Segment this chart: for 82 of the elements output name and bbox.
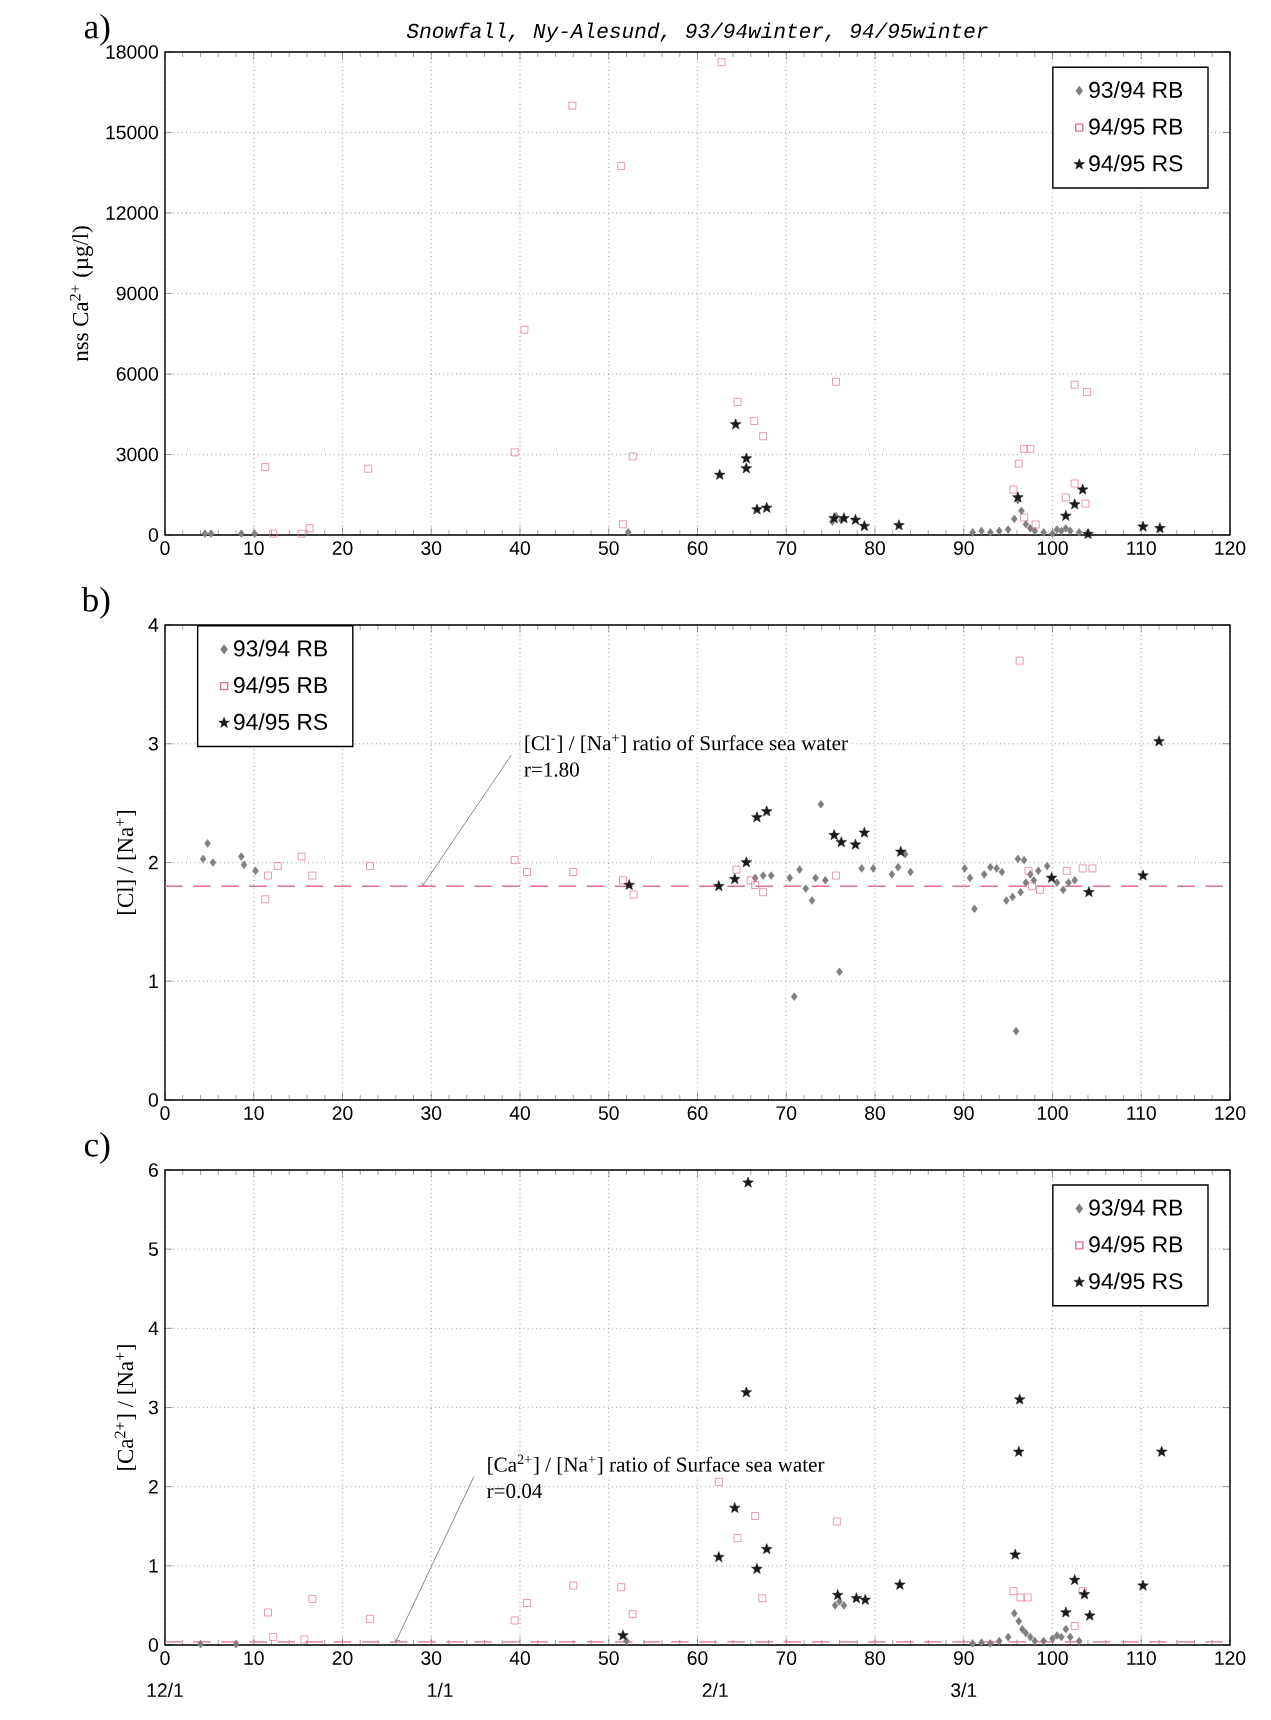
x-tick-label: 100 <box>1037 541 1068 555</box>
x-tick-label: 10 <box>244 1106 264 1120</box>
annotation: [Ca$^{2+}$] / [Na$^{+}$] ratio of Surface sea water <box>488 1454 825 1475</box>
y-tick-label: 15000 <box>106 125 159 140</box>
y-tick-label: 1 <box>149 1559 158 1573</box>
x-tick-label: 120 <box>1215 541 1246 555</box>
y-tick-label: 6 <box>149 1163 158 1177</box>
y-tick-label: 2 <box>149 855 158 870</box>
legend-label: 94/95 RS <box>1089 1272 1183 1290</box>
x-tick-label: 50 <box>598 1651 619 1665</box>
x-tick-label: 20 <box>332 541 353 555</box>
text: c) <box>84 1131 110 1164</box>
legend-label: 94/95 RS <box>1089 154 1183 172</box>
ref-line-label: r=1.80 <box>524 762 579 777</box>
x-tick-label: 70 <box>776 1651 797 1665</box>
text: 12/1 <box>147 1682 183 1698</box>
legend-label: 93/94 RB <box>234 639 327 657</box>
x-tick-label: 120 <box>1215 1106 1246 1120</box>
x-tick-label: 110 <box>1127 1106 1156 1120</box>
text: 2/1 <box>702 1682 728 1698</box>
x-tick-label: 50 <box>598 1106 619 1120</box>
text: 1/1 <box>428 1682 453 1698</box>
x-tick-label: 120 <box>1215 1651 1246 1665</box>
x-tick-label: 90 <box>953 1651 974 1665</box>
x-tick-label: 100 <box>1037 1106 1068 1120</box>
y-tick-label: 4 <box>148 1321 159 1335</box>
y-tick-label: 2 <box>149 1479 158 1494</box>
x-tick-label: 40 <box>509 1651 530 1665</box>
x-tick-label: 70 <box>776 1106 797 1120</box>
x-tick-label: 60 <box>687 1106 708 1120</box>
y-tick-label: 12000 <box>106 206 159 220</box>
x-tick-label: 50 <box>598 541 619 555</box>
y-tick-label: 6000 <box>116 367 159 381</box>
chart-title: Snowfall, Ny-Alesund, 93/94winter, 94/95winter <box>406 22 988 43</box>
y-tick-label: 5 <box>148 1242 158 1256</box>
y-tick-label: 0 <box>148 528 159 542</box>
x-tick-label: 110 <box>1127 541 1156 555</box>
x-tick-label: 40 <box>509 1106 530 1120</box>
x-tick-label: 30 <box>421 1651 442 1665</box>
x-tick-label: 30 <box>421 1106 442 1120</box>
y-tick-label: 3000 <box>116 447 159 462</box>
x-tick-label: 110 <box>1127 1651 1156 1665</box>
x-tick-label: 0 <box>160 1106 170 1120</box>
x-tick-label: 30 <box>421 541 442 555</box>
x-tick-label: 0 <box>160 541 170 555</box>
text: a) <box>84 13 110 46</box>
x-tick-label: 20 <box>332 1651 353 1665</box>
x-tick-label: 100 <box>1037 1651 1068 1665</box>
legend-label: 94/95 RS <box>234 713 328 731</box>
y-tick-label: 3 <box>148 1400 158 1415</box>
x-tick-label: 80 <box>865 541 885 555</box>
legend-label: 94/95 RB <box>1089 117 1183 135</box>
legend-label: 93/94 RB <box>1089 81 1183 99</box>
text: b) <box>81 586 110 619</box>
x-tick-label: 90 <box>953 1106 974 1120</box>
x-tick-label: 60 <box>687 1651 708 1665</box>
y-axis-title: [Cl] / [Na$^{+}$] <box>116 811 136 914</box>
legend-label: 93/94 RB <box>1089 1199 1183 1216</box>
legend-label: 94/95 RB <box>1089 1235 1183 1253</box>
y-tick-label: 18000 <box>106 45 159 59</box>
legend-label: 94/95 RB <box>234 676 327 694</box>
x-tick-label: 90 <box>953 541 974 555</box>
x-tick-label: 60 <box>687 541 708 555</box>
y-tick-label: 0 <box>148 1093 159 1107</box>
annotation: [Cl$^{-}$] / [Na$^{+}$] ratio of Surface sea water <box>525 734 848 753</box>
ref-line-label: r=0.04 <box>487 1483 543 1499</box>
y-tick-label: 4 <box>148 618 159 632</box>
x-tick-label: 40 <box>509 541 530 555</box>
x-tick-label: 10 <box>244 541 264 555</box>
y-tick-label: 0 <box>148 1638 159 1652</box>
y-axis-title: nss Ca$^{2+}$ (µg/l) <box>69 226 93 362</box>
y-tick-label: 9000 <box>116 286 159 301</box>
y-axis-title: [Ca$^{2+}$] / [Na$^{+}$] <box>114 1345 136 1470</box>
x-tick-label: 0 <box>160 1651 170 1665</box>
y-tick-label: 3 <box>148 736 158 751</box>
x-tick-label: 70 <box>776 541 797 555</box>
x-tick-label: 20 <box>332 1106 353 1120</box>
text: 3/1 <box>951 1682 977 1698</box>
x-tick-label: 80 <box>865 1651 885 1665</box>
y-tick-label: 1 <box>149 974 158 988</box>
x-tick-label: 80 <box>865 1106 885 1120</box>
x-tick-label: 10 <box>244 1651 264 1665</box>
